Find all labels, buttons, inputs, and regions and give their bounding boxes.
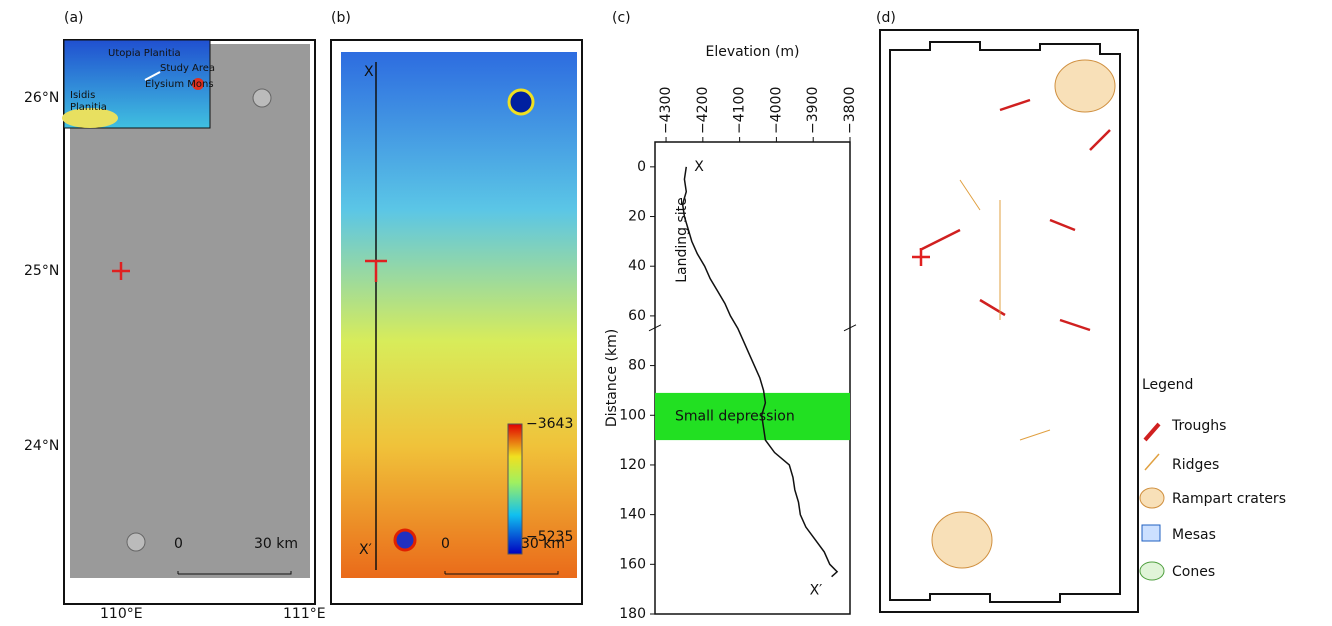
profile-end: X′ [359, 542, 372, 558]
x-axis-title: Elevation (m) [705, 44, 799, 60]
profile-end: X [364, 64, 374, 80]
inset-label: Study Area [160, 63, 215, 74]
x-tick-label: −4100 [732, 87, 748, 134]
colorbar-label: −3643 [526, 416, 573, 432]
legend-entry: Rampart craters [1172, 491, 1286, 507]
y-tick-label: 180 [619, 606, 646, 622]
x-tick-label: −4000 [768, 87, 784, 134]
panel-label: (c) [612, 10, 631, 26]
panel-label: (a) [64, 10, 84, 26]
scale-label: 30 km [521, 536, 565, 552]
inset-label: Isidis [70, 90, 95, 101]
legend-entry: Ridges [1172, 457, 1219, 473]
lon-label: 111°E [283, 606, 326, 622]
dem-image [341, 52, 577, 578]
y-tick-label: 60 [628, 308, 646, 324]
plot-frame [654, 141, 851, 615]
scale-label: 30 km [254, 536, 298, 552]
y-tick-label: 120 [619, 457, 646, 473]
y-tick-label: 100 [619, 407, 646, 423]
panel-label: (d) [876, 10, 896, 26]
annotation: Small depression [675, 409, 795, 425]
inset-label: Elysium Mons [145, 79, 214, 90]
x-tick-label: −3800 [842, 87, 858, 134]
annotation: X′ [810, 583, 823, 599]
y-tick-label: 80 [628, 358, 646, 374]
x-tick-label: −4200 [695, 87, 711, 134]
legend-entry: Troughs [1171, 418, 1226, 434]
image [70, 44, 310, 578]
lon-label: 110°E [100, 606, 143, 622]
panel-label: (b) [331, 10, 351, 26]
colorbar [507, 423, 523, 555]
inset-label: Utopia Planitia [108, 48, 181, 59]
y-tick-label: 140 [619, 507, 646, 523]
y-tick-label: 160 [619, 556, 646, 572]
y-tick-label: 0 [637, 159, 646, 175]
x-tick-label: −3900 [805, 87, 821, 134]
lat-label: 24°N [24, 438, 59, 454]
profile-chart: −4300 −4200 −4100 −4000 −3900 −3800 0 20 40 60 80 1… [604, 44, 858, 622]
y-tick-label: 20 [628, 209, 646, 225]
colorbar-label: −5235 [526, 529, 573, 545]
legend-entry: Mesas [1172, 527, 1216, 543]
profile-line [681, 166, 839, 578]
scale-label: 0 [174, 536, 183, 552]
x-tick-label: −4300 [658, 87, 674, 134]
depression-band [655, 392, 850, 441]
annotation: Landing site [674, 197, 690, 283]
inset-label: Planitia [70, 102, 107, 113]
legend-title: Legend [1142, 377, 1193, 393]
annotation: X [694, 159, 704, 175]
lat-label: 26°N [24, 90, 59, 106]
frame [879, 29, 1139, 613]
axis-break [648, 324, 857, 332]
scale-label: 0 [441, 536, 450, 552]
y-tick-label: 40 [628, 258, 646, 274]
lat-label: 25°N [24, 263, 59, 279]
legend-entry: Cones [1172, 564, 1215, 580]
y-axis-title: Distance (km) [604, 329, 620, 427]
